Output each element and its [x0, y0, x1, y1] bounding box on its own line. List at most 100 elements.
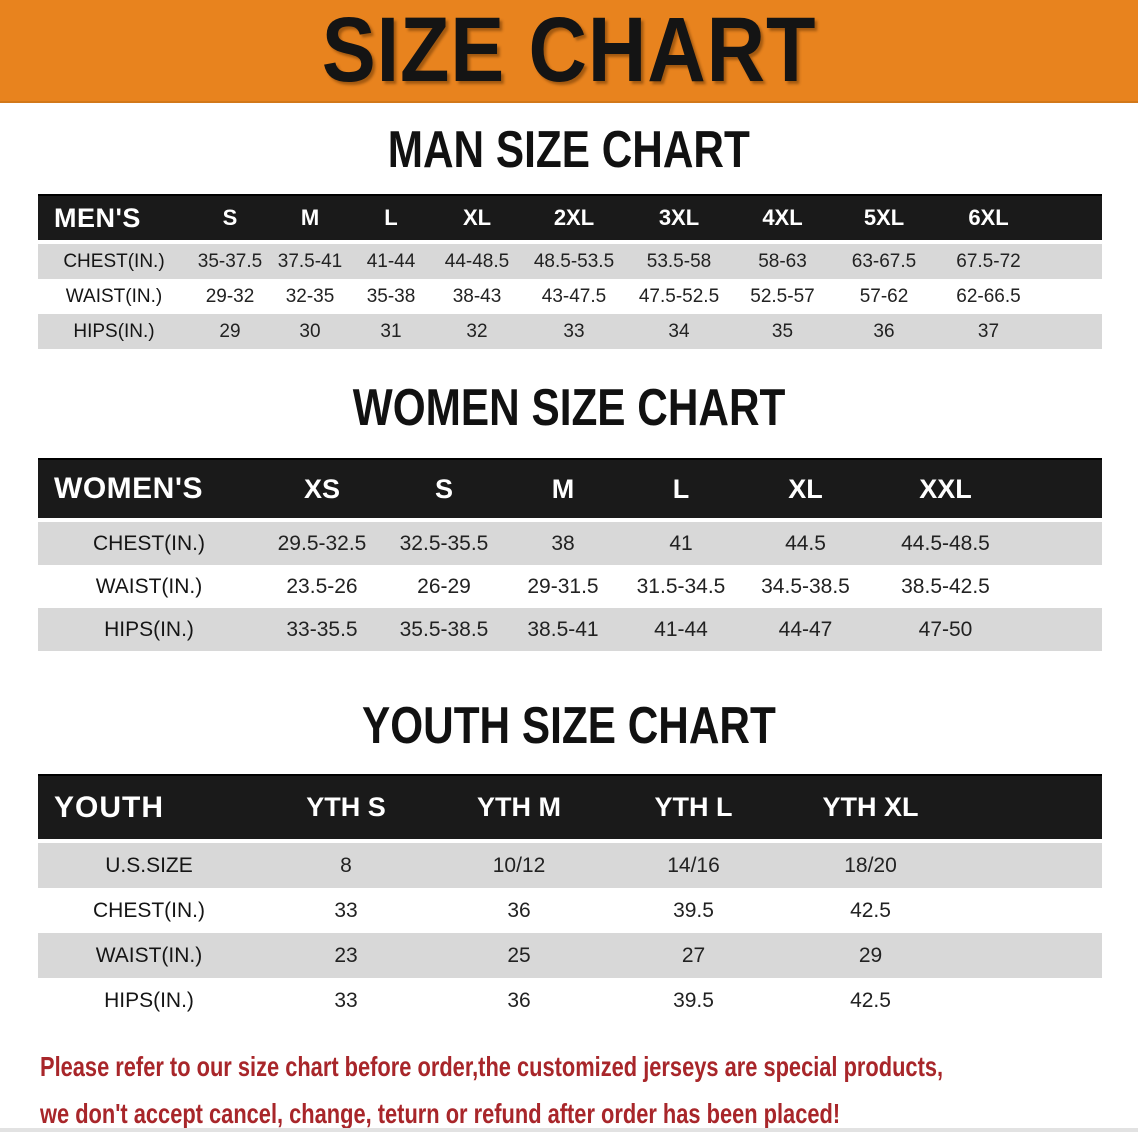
row-label: HIPS(IN.): [104, 617, 194, 641]
table-cell: 35-38: [366, 285, 416, 307]
womens-size-table: WOMEN'S XS S M L XL XXL CHEST(IN.) 29.5-…: [38, 458, 1102, 651]
mens-size-header: 2XL: [522, 194, 626, 243]
row-label: U.S.SIZE: [38, 839, 260, 888]
row-label: WAIST(IN.): [95, 574, 203, 598]
table-cell: 34.5-38.5: [761, 574, 850, 598]
table-cell: 41-44: [350, 240, 432, 279]
spacer-cell: [960, 933, 1102, 978]
table-cell: 8: [260, 839, 432, 888]
youth-ussize-row: U.S.SIZE 8 10/12 14/16 18/20: [38, 839, 1102, 888]
table-cell: 38: [504, 518, 622, 565]
table-cell: 42.5: [850, 898, 891, 922]
table-cell: 35: [771, 320, 794, 342]
table-cell: 29: [858, 943, 883, 967]
disclaimer-line-2: we don't accept cancel, change, teturn o…: [40, 1098, 841, 1129]
womens-size-header: XL: [740, 458, 871, 521]
table-cell: 62-66.5: [956, 285, 1021, 307]
mens-size-header: L: [350, 194, 432, 243]
table-cell: 44.5-48.5: [871, 518, 1020, 565]
spacer-cell: [960, 888, 1102, 933]
table-cell: 29-32: [205, 285, 255, 307]
table-cell: 29-31.5: [527, 574, 599, 598]
womens-table-title: WOMEN'S: [38, 458, 260, 521]
youth-size-chart-heading: YOUTH SIZE CHART: [362, 695, 776, 755]
table-cell: 37.5-41: [270, 240, 350, 279]
table-cell: 35-37.5: [190, 240, 270, 279]
mens-hips-row: HIPS(IN.) 29 30 31 32 33 34 35 36 37: [38, 314, 1102, 349]
table-cell: 38.5-41: [527, 617, 599, 641]
womens-size-header: L: [622, 458, 740, 521]
table-cell: 41-44: [654, 617, 708, 641]
mens-size-header: 4XL: [732, 194, 833, 243]
table-cell: 47.5-52.5: [638, 285, 720, 307]
table-cell: 23.5-26: [286, 574, 358, 598]
table-cell: 36: [873, 320, 895, 342]
spacer-cell: [1020, 608, 1102, 651]
youth-waist-row: WAIST(IN.) 23 25 27 29: [38, 933, 1102, 978]
mens-header-row: MEN'S S M L XL 2XL 3XL 4XL 5XL 6XL: [38, 194, 1102, 243]
women-size-chart-section: WOMEN SIZE CHART WOMEN'S XS S M L XL XXL…: [0, 377, 1138, 651]
table-cell: 53.5-58: [626, 240, 732, 279]
table-cell: 18/20: [781, 839, 960, 888]
youth-chest-row: CHEST(IN.) 33 36 39.5 42.5: [38, 888, 1102, 933]
spacer-cell: [960, 839, 1102, 888]
mens-size-header: 5XL: [833, 194, 935, 243]
womens-size-header: XXL: [871, 458, 1020, 521]
table-cell: 26-29: [417, 574, 471, 598]
table-cell: 38.5-42.5: [901, 574, 990, 598]
mens-size-header: M: [270, 194, 350, 243]
disclaimer-line-1: Please refer to our size chart before or…: [40, 1051, 944, 1082]
table-cell: 27: [681, 943, 706, 967]
table-cell: 35.5-38.5: [399, 617, 489, 641]
womens-hips-row: HIPS(IN.) 33-35.5 35.5-38.5 38.5-41 41-4…: [38, 608, 1102, 651]
table-cell: 33: [563, 320, 585, 342]
table-cell: 42.5: [850, 988, 891, 1012]
table-cell: 41: [622, 518, 740, 565]
table-cell: 32: [466, 320, 488, 342]
table-cell: 33: [334, 898, 358, 922]
spacer-cell: [960, 774, 1102, 842]
womens-size-header: M: [504, 458, 622, 521]
table-cell: 48.5-53.5: [522, 240, 626, 279]
table-cell: 29.5-32.5: [260, 518, 384, 565]
table-cell: 39.5: [673, 988, 714, 1012]
youth-header-row: YOUTH YTH S YTH M YTH L YTH XL: [38, 774, 1102, 842]
row-label: HIPS(IN.): [73, 320, 155, 342]
table-cell: 44-48.5: [432, 240, 522, 279]
table-cell: 33-35.5: [286, 617, 358, 641]
bottom-edge-strip: [0, 1128, 1138, 1132]
table-cell: 47-50: [918, 617, 973, 641]
womens-waist-row: WAIST(IN.) 23.5-26 26-29 29-31.5 31.5-34…: [38, 565, 1102, 608]
womens-size-header: XS: [260, 458, 384, 521]
table-cell: 67.5-72: [935, 240, 1042, 279]
table-cell: 29: [219, 320, 241, 342]
mens-chest-row: CHEST(IN.) 35-37.5 37.5-41 41-44 44-48.5…: [38, 240, 1102, 279]
youth-heading-wrap: YOUTH SIZE CHART: [0, 695, 1138, 755]
table-cell: 43-47.5: [541, 285, 607, 307]
table-cell: 14/16: [606, 839, 781, 888]
row-label: WAIST(IN.): [95, 943, 203, 967]
mens-size-table: MEN'S S M L XL 2XL 3XL 4XL 5XL 6XL CHEST…: [38, 194, 1102, 349]
table-cell: 33: [334, 988, 358, 1012]
table-cell: 37: [977, 320, 1000, 342]
table-cell: 10/12: [432, 839, 606, 888]
spacer-cell: [1020, 565, 1102, 608]
row-label: CHEST(IN.): [38, 518, 260, 565]
table-cell: 44.5: [740, 518, 871, 565]
spacer-cell: [1042, 279, 1102, 314]
table-cell: 38-43: [452, 285, 502, 307]
row-label: CHEST(IN.): [93, 898, 205, 922]
youth-table-title: YOUTH: [38, 774, 260, 842]
row-label: CHEST(IN.): [38, 240, 190, 279]
table-cell: 32-35: [285, 285, 335, 307]
womens-size-header: S: [384, 458, 504, 521]
table-cell: 58-63: [732, 240, 833, 279]
youth-size-header: YTH XL: [781, 774, 960, 842]
man-size-chart-heading: MAN SIZE CHART: [387, 119, 751, 179]
spacer-cell: [1020, 518, 1102, 565]
women-size-chart-heading: WOMEN SIZE CHART: [352, 377, 786, 437]
table-cell: 57-62: [859, 285, 909, 307]
table-cell: 63-67.5: [833, 240, 935, 279]
youth-hips-row: HIPS(IN.) 33 36 39.5 42.5: [38, 978, 1102, 1023]
table-cell: 44-47: [778, 617, 833, 641]
